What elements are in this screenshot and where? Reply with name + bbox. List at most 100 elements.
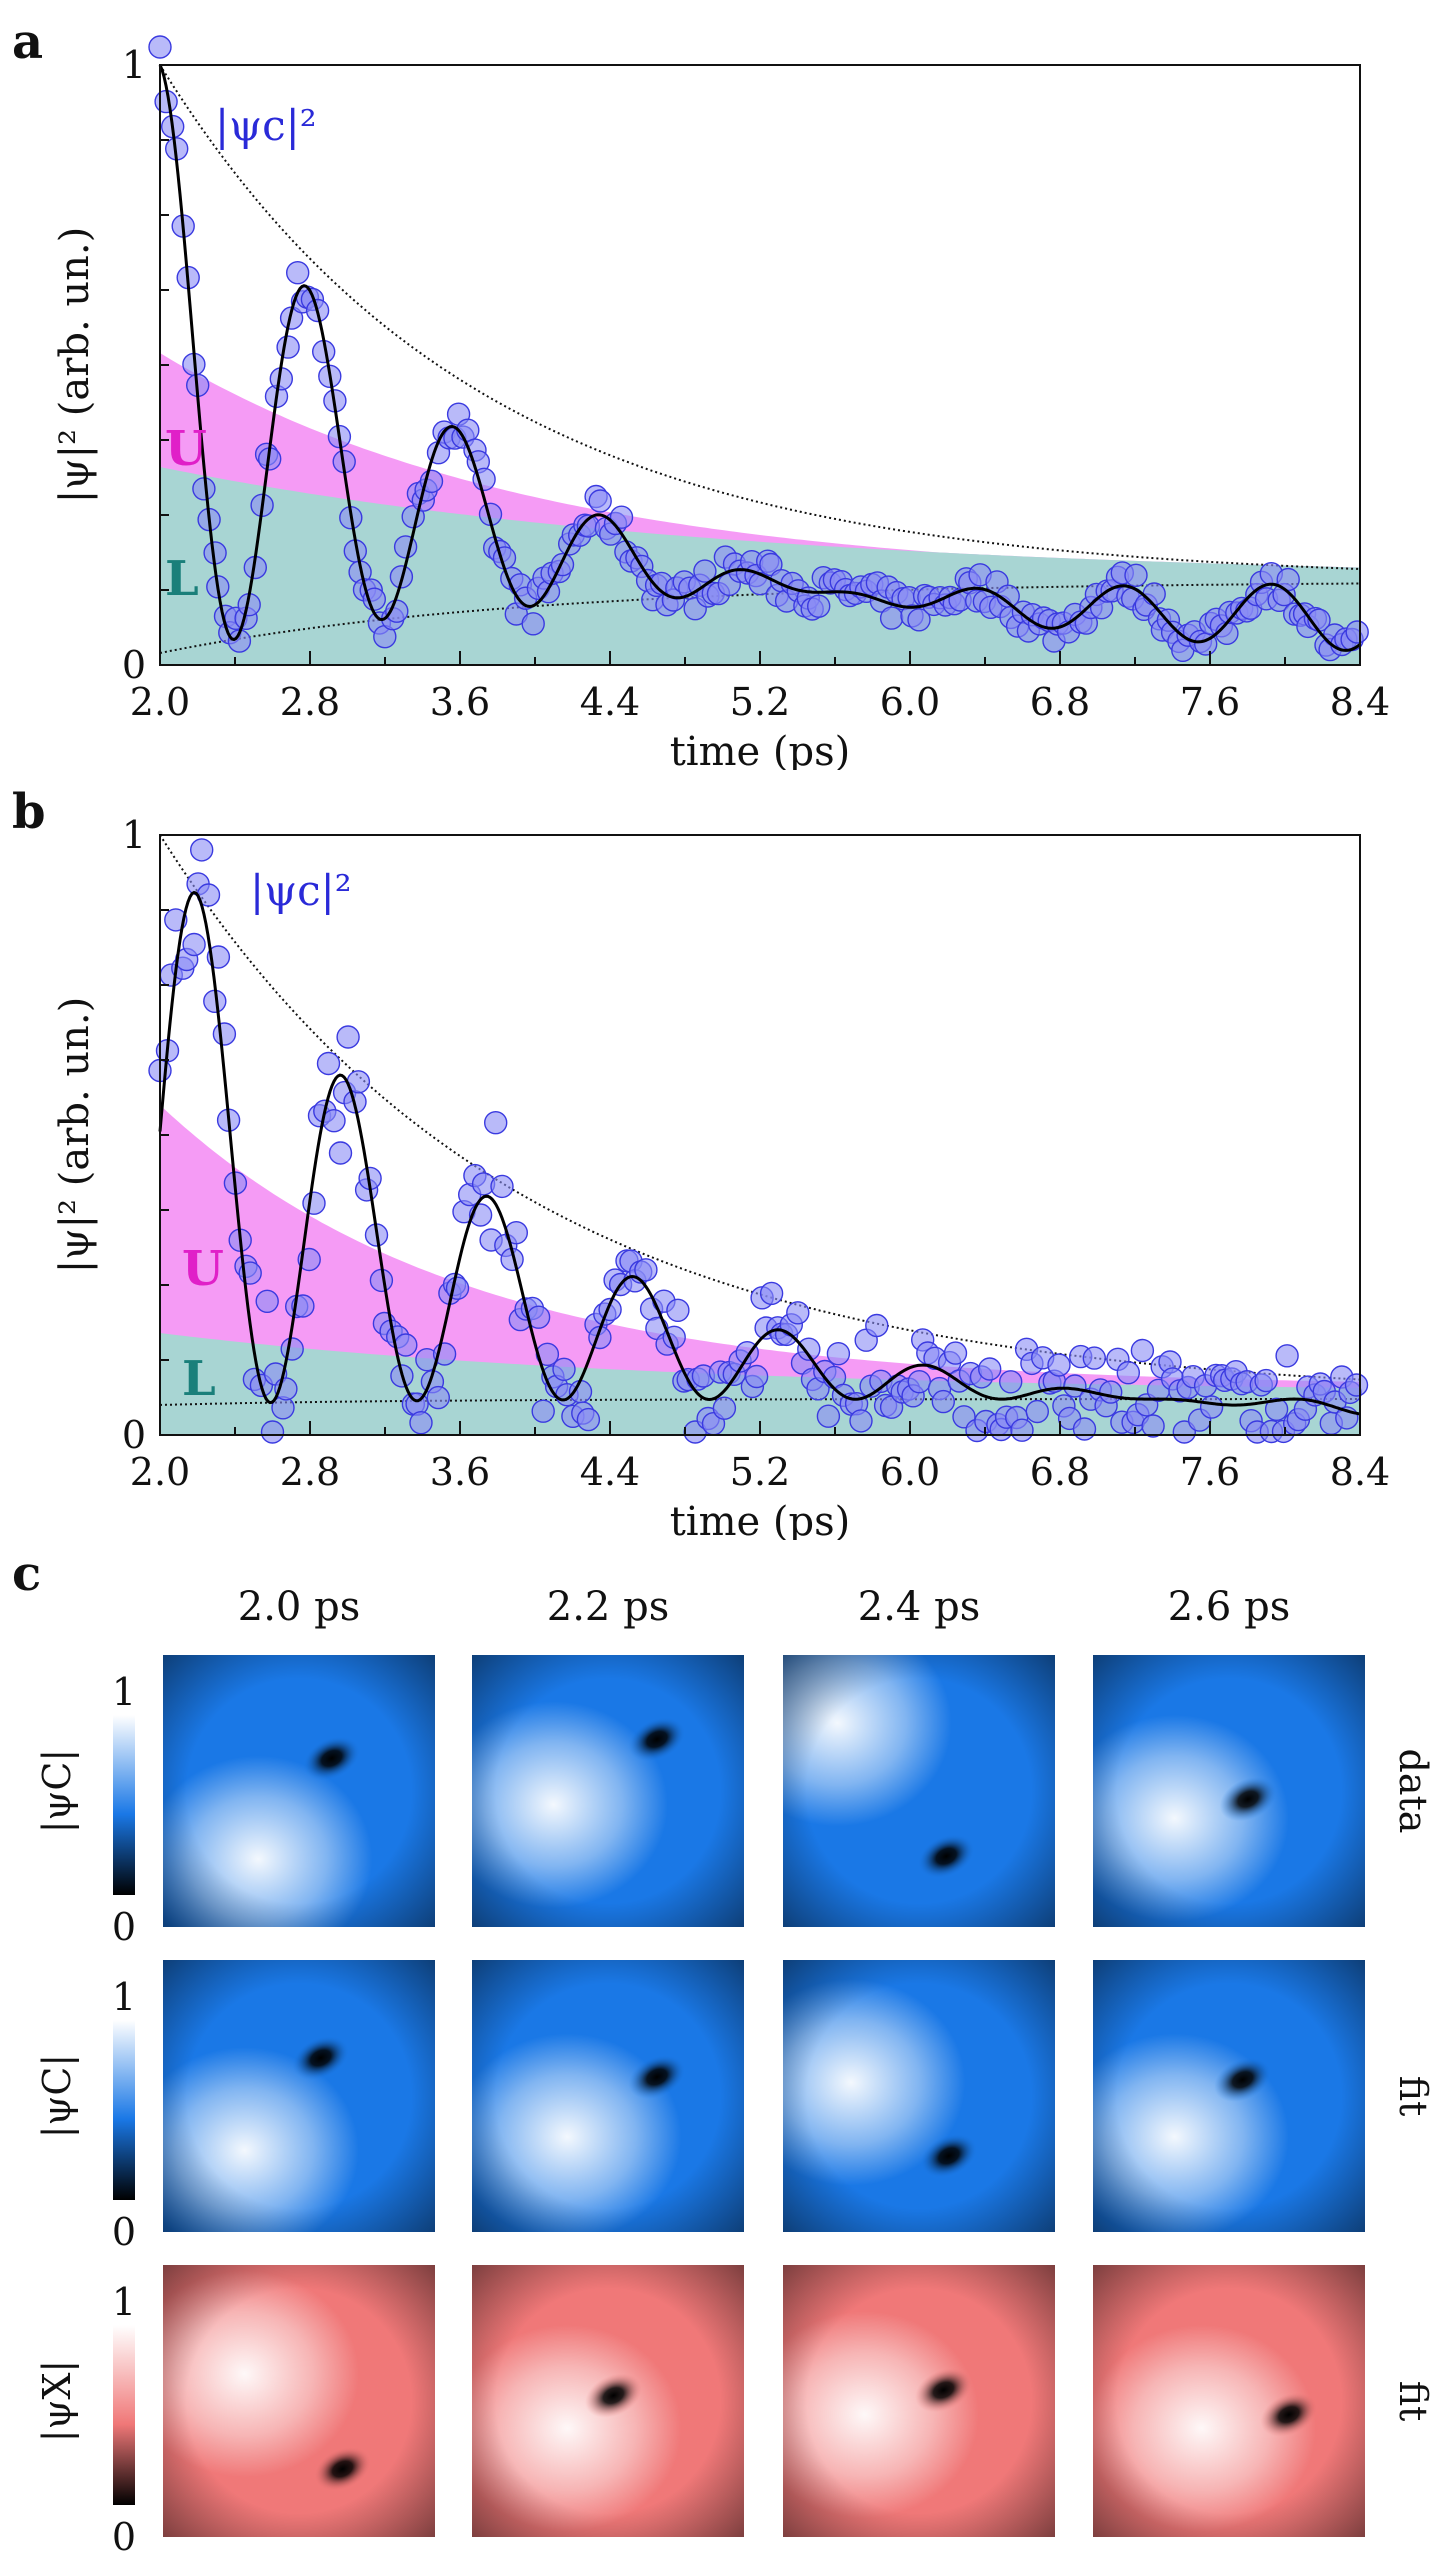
vortex-core <box>1214 2057 1272 2102</box>
data-point <box>280 1337 304 1361</box>
panel-letter-c: c <box>12 1546 41 1602</box>
data-point <box>943 1341 968 1365</box>
y-tick-label: 0 <box>122 643 146 687</box>
data-point <box>276 335 300 359</box>
band-label-L: L <box>182 1351 216 1407</box>
data-point <box>744 1364 769 1389</box>
vortex-core <box>1219 1777 1277 1822</box>
data-point <box>1344 1373 1369 1397</box>
data-point <box>1345 620 1369 644</box>
colorbar-max-label: 1 <box>112 2280 136 2324</box>
heatmap-tile <box>163 1960 435 2232</box>
data-point <box>148 35 172 59</box>
edge-shading <box>472 1960 744 2232</box>
data-point <box>1098 1380 1123 1404</box>
data-point <box>521 612 545 636</box>
x-tick-label: 7.6 <box>1180 680 1240 724</box>
data-point <box>1199 1395 1224 1419</box>
x-tick-label: 3.6 <box>430 1450 490 1494</box>
x-tick-label: 2.8 <box>280 680 340 724</box>
data-point <box>286 261 310 285</box>
data-point <box>328 1141 353 1165</box>
data-point <box>255 1289 279 1313</box>
row-label: |ψC| <box>35 2054 79 2138</box>
colorbar-min-label: 0 <box>112 2515 136 2559</box>
data-point <box>907 608 931 632</box>
data-point <box>786 1301 810 1325</box>
data-point <box>634 1258 658 1282</box>
data-point <box>759 552 783 577</box>
edge-shading <box>472 1655 744 1927</box>
x-tick-label: 4.4 <box>580 680 640 724</box>
panel-letter-a: a <box>12 14 43 70</box>
data-point <box>907 1370 931 1394</box>
data-point <box>999 1370 1023 1394</box>
y-tick-label: 0 <box>122 1413 146 1457</box>
data-point <box>409 1411 433 1435</box>
heatmap-tile <box>1093 1960 1365 2232</box>
data-point <box>552 1357 576 1381</box>
data-point <box>816 1404 841 1428</box>
data-point <box>712 1396 737 1420</box>
edge-shading <box>163 2265 435 2537</box>
data-point <box>550 552 575 577</box>
data-point <box>302 1191 326 1215</box>
vortex-core <box>917 1834 975 1879</box>
colorbar <box>113 2325 135 2505</box>
data-point <box>322 1109 346 1133</box>
data-point <box>189 838 214 862</box>
data-point <box>490 1174 514 1199</box>
data-point <box>849 1409 873 1433</box>
colorbar-min-label: 0 <box>112 2210 136 2254</box>
data-point <box>576 1407 601 1432</box>
heatmap-tile <box>783 1960 1055 2232</box>
heatmap-tile <box>472 2265 744 2537</box>
colorbar-min-label: 0 <box>112 1905 136 1949</box>
heatmap-tile <box>163 2265 435 2537</box>
column-label: 2.2 ps <box>547 1584 669 1630</box>
data-point <box>1063 1374 1087 1398</box>
data-point <box>426 1385 450 1410</box>
data-point <box>759 1281 784 1306</box>
vortex-core <box>314 2446 371 2492</box>
y-tick-label: 1 <box>122 813 146 857</box>
data-point <box>260 1420 285 1444</box>
y-axis-label: |ψ|² (arb. un.) <box>52 227 98 504</box>
panel-a-chart: 2.0 2.8 3.6 4.4 5.2 6.0 6.8 7.6 8.4 0 1 time (ps) |ψ… <box>0 0 1440 780</box>
data-point <box>212 1022 237 1046</box>
data-point <box>531 1399 555 1423</box>
y-axis-label: |ψ|² (arb. un.) <box>52 997 98 1274</box>
fit-line <box>158 890 1361 1416</box>
data-point <box>182 932 206 957</box>
data-point <box>1142 582 1166 606</box>
row-label: |ψC| <box>35 1749 79 1833</box>
edge-shading <box>163 1655 435 1927</box>
data-point <box>1215 621 1239 645</box>
row-tag: fit <box>1391 2076 1435 2117</box>
x-tick-label: 6.0 <box>880 1450 940 1494</box>
data-point <box>588 489 612 513</box>
edge-shading <box>783 1960 1055 2232</box>
band-label-U: U <box>165 421 207 477</box>
heatmap-tile <box>783 1655 1055 1927</box>
edge-shading <box>163 1960 435 2232</box>
fit-line <box>158 64 1361 652</box>
data-point <box>693 559 717 583</box>
panel-letter-b: b <box>12 784 46 840</box>
column-label: 2.6 ps <box>1168 1584 1290 1630</box>
vortex-core <box>628 2054 686 2100</box>
data-point <box>865 1313 889 1338</box>
x-tick-label: 5.2 <box>730 680 790 724</box>
data-point <box>1130 1338 1155 1363</box>
vortex-core <box>915 2367 972 2413</box>
panel-b-chart: 2.0 2.8 3.6 4.4 5.2 6.0 6.8 7.6 8.4 0 1 time (ps) |ψ… <box>0 770 1440 1550</box>
x-tick-label: 6.0 <box>880 680 940 724</box>
data-point <box>1025 1399 1050 1424</box>
heatmap-tile <box>472 1960 744 2232</box>
band-label-L: L <box>165 551 199 607</box>
vortex-core <box>920 2133 978 2178</box>
vortex-core <box>628 1717 686 1762</box>
data-point <box>931 1389 955 1414</box>
data-point <box>807 594 831 618</box>
data-point <box>1082 1346 1107 1370</box>
